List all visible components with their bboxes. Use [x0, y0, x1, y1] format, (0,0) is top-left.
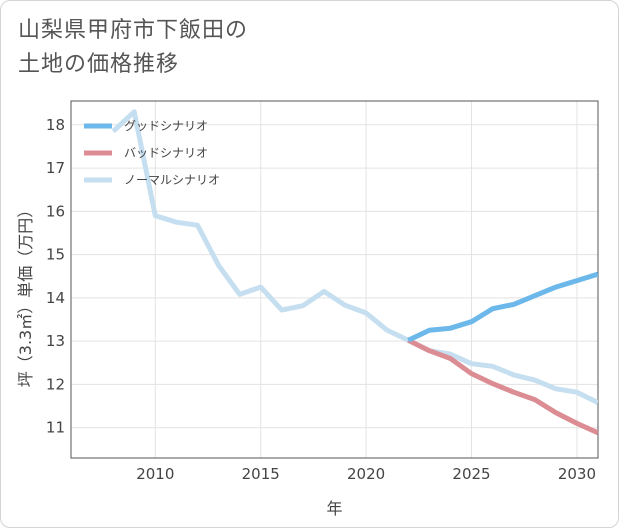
chart-title-line-2: 土地の価格推移	[18, 52, 180, 77]
series-line-1	[407, 338, 598, 436]
y-tick-label: 12	[46, 375, 65, 393]
x-tick-label: 2010	[136, 465, 174, 483]
chart-title: 山梨県甲府市下飯田の 土地の価格推移	[18, 14, 418, 82]
x-tick-label: 2015	[242, 465, 280, 483]
legend-label-0: グッドシナリオ	[124, 119, 208, 133]
y-tick-label: 17	[46, 159, 65, 177]
y-tick-label: 13	[46, 332, 65, 350]
x-tick-label: 2030	[558, 465, 596, 483]
legend-label-1: バッドシナリオ	[124, 146, 208, 160]
series-line-2	[407, 271, 598, 343]
y-tick-label: 11	[46, 419, 65, 437]
series-line-0	[111, 109, 598, 405]
x-axis-title: 年	[326, 499, 342, 518]
y-tick-label: 18	[46, 116, 65, 134]
y-tick-label: 15	[46, 246, 65, 264]
legend-label-2: ノーマルシナリオ	[124, 173, 220, 187]
plot-area-border	[70, 100, 599, 459]
x-tick-label: 2025	[452, 465, 490, 483]
y-axis-title: 坪（3.3㎡）単価（万円）	[16, 202, 35, 387]
chart-title-line-1: 山梨県甲府市下飯田の	[18, 18, 249, 43]
y-tick-label: 16	[46, 202, 65, 220]
x-tick-label: 2020	[347, 465, 385, 483]
y-tick-label: 14	[46, 289, 65, 307]
